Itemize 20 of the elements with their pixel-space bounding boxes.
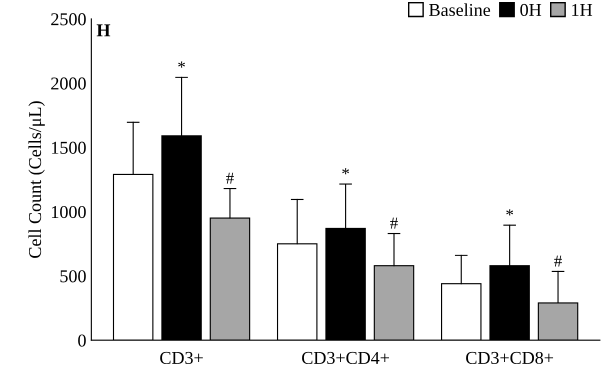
- y-axis-title: Cell Count (Cells/μL): [28, 101, 45, 258]
- annotation: *: [506, 209, 514, 216]
- x-tick-label: CD3+: [160, 352, 203, 364]
- annotation: #: [390, 218, 398, 229]
- annotation: *: [178, 62, 185, 68]
- x-tick-label: CD3+CD8+: [466, 352, 554, 364]
- y-tick-label: 0: [78, 334, 86, 347]
- legend-label: 0H: [520, 4, 542, 16]
- annotation: H: [96, 24, 110, 36]
- y-tick-label: 500: [60, 270, 86, 282]
- legend-label: 1H: [572, 4, 592, 16]
- annotation: #: [554, 256, 562, 267]
- y-tick-label: 2500: [51, 13, 86, 26]
- y-tick-label: 1500: [52, 142, 86, 154]
- annotation: *: [342, 168, 349, 174]
- x-tick-label: CD3+CD4+: [302, 352, 390, 364]
- y-tick-label: 2000: [51, 77, 86, 90]
- annotation: #: [226, 172, 234, 184]
- legend-label: Baseline: [429, 3, 490, 16]
- y-tick-label: 1000: [52, 206, 86, 218]
